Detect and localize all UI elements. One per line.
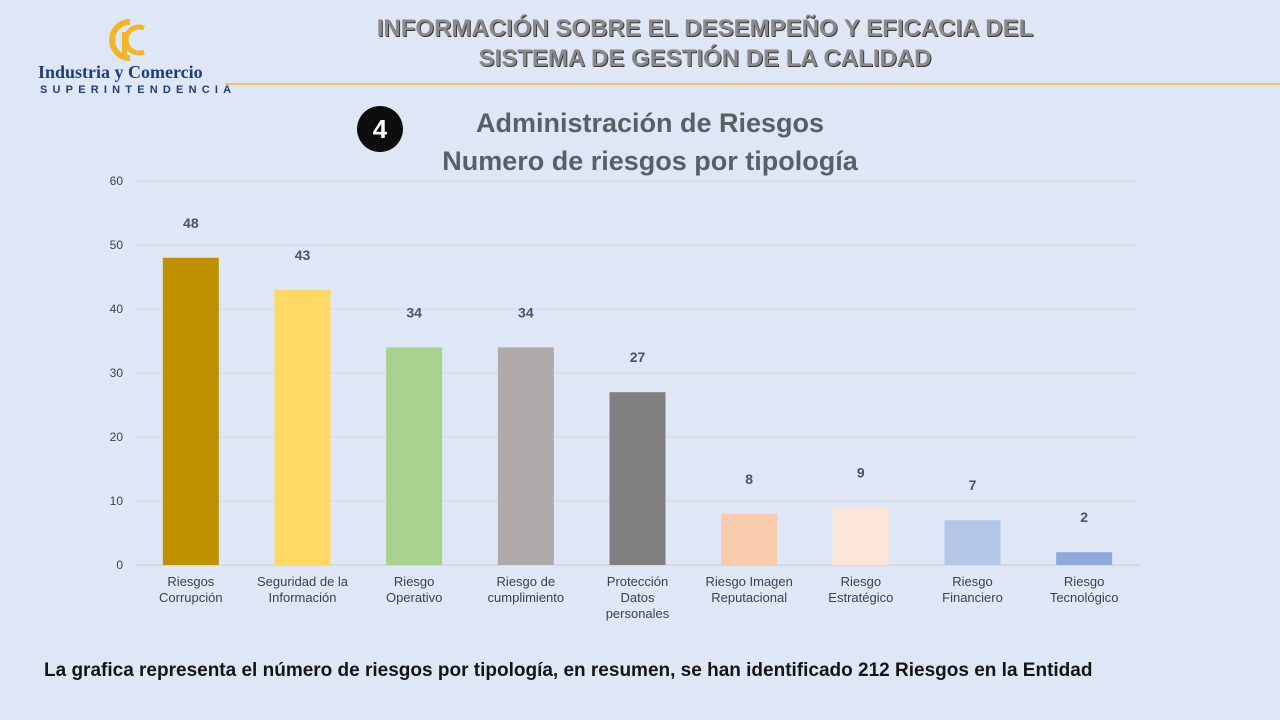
header-divider bbox=[225, 83, 1280, 85]
y-tick-label: 60 bbox=[110, 174, 124, 188]
y-tick-label: 20 bbox=[110, 430, 124, 444]
page-title-line-2: SISTEMA DE GESTIÓN DE LA CALIDAD bbox=[478, 45, 932, 72]
bar bbox=[832, 507, 889, 565]
data-label: 34 bbox=[518, 304, 534, 320]
sic-logo: Industria y Comercio SUPERINTENDENCIA bbox=[36, 18, 231, 100]
y-tick-label: 10 bbox=[110, 494, 124, 508]
data-label: 48 bbox=[183, 215, 199, 231]
x-tick-label: Protección Datos personales bbox=[606, 574, 670, 621]
logo-subtitle: SUPERINTENDENCIA bbox=[40, 84, 237, 96]
y-tick-label: 50 bbox=[110, 238, 124, 252]
page-title: INFORMACIÓN SOBRE EL DESEMPEÑO Y EFICACI… bbox=[300, 14, 1110, 74]
data-label: 8 bbox=[745, 471, 753, 487]
section-number-badge: 4 bbox=[357, 106, 403, 152]
x-tick-label: Riesgo Tecnológico bbox=[1050, 574, 1119, 605]
chart-title-line: Administración de Riesgos bbox=[475, 108, 825, 138]
x-tick-label: Riesgo Imagen Reputacional bbox=[705, 574, 792, 605]
bar bbox=[1056, 552, 1113, 565]
bar bbox=[721, 513, 778, 565]
y-tick-label: 0 bbox=[116, 558, 123, 572]
data-label: 27 bbox=[630, 349, 646, 365]
y-tick-label: 40 bbox=[110, 302, 124, 316]
logo-name: Industria y Comercio bbox=[38, 62, 203, 82]
data-label: 2 bbox=[1080, 509, 1088, 525]
x-tick-label: Riesgo Operativo bbox=[386, 574, 442, 605]
bar bbox=[274, 289, 331, 565]
x-tick-label: Riesgo Financiero bbox=[942, 574, 1003, 605]
x-tick-label: Seguridad de la Información bbox=[257, 574, 349, 605]
bar bbox=[609, 392, 666, 565]
x-tick-label: Riesgo de cumplimiento bbox=[488, 574, 565, 605]
chart-title: Administración de Riesgos Numero de ries… bbox=[400, 104, 900, 180]
x-tick-label: Riesgo Estratégico bbox=[828, 574, 893, 605]
chart-caption: La grafica representa el número de riesg… bbox=[44, 660, 1093, 681]
data-label: 7 bbox=[969, 477, 977, 493]
data-label: 9 bbox=[857, 464, 865, 480]
y-tick-label: 30 bbox=[110, 366, 124, 380]
bar bbox=[162, 257, 219, 565]
bar bbox=[497, 347, 554, 565]
chart-subtitle-line: Numero de riesgos por tipología bbox=[442, 146, 858, 176]
x-tick-label: Riesgos Corrupción bbox=[159, 574, 223, 605]
data-label: 43 bbox=[295, 247, 311, 263]
page-title-line-1: INFORMACIÓN SOBRE EL DESEMPEÑO Y EFICACI… bbox=[376, 15, 1034, 42]
data-label: 34 bbox=[406, 304, 422, 320]
logo-emblem-icon bbox=[109, 19, 145, 61]
bar bbox=[944, 520, 1001, 565]
bar bbox=[386, 347, 443, 565]
